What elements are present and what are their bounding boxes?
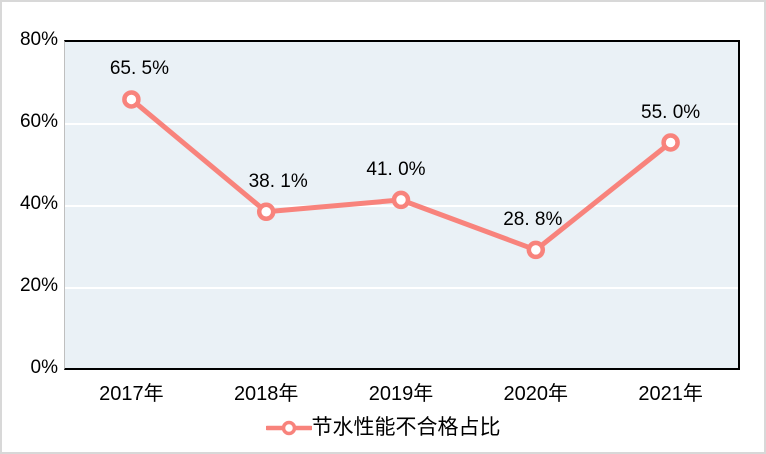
gridline-60% <box>65 123 738 125</box>
x-tick-label: 2017年 <box>99 383 164 405</box>
y-tick-label: 20% <box>19 275 58 296</box>
data-label: 28. 8% <box>503 208 563 230</box>
x-tick-label: 2021年 <box>638 383 703 405</box>
y-tick-label: 60% <box>19 111 58 132</box>
legend: 节水性能不合格占比 <box>2 415 764 441</box>
data-label: 41. 0% <box>366 158 426 180</box>
y-tick-label: 40% <box>19 193 58 214</box>
x-tick-label: 2019年 <box>368 383 434 405</box>
x-tick-label: 2020年 <box>503 383 569 405</box>
legend-label: 节水性能不合格占比 <box>311 416 501 439</box>
data-label: 65. 5% <box>109 58 169 80</box>
x-tick-label: 2018年 <box>233 383 299 405</box>
data-label: 38. 1% <box>248 170 308 192</box>
data-label: 55. 0% <box>641 101 701 123</box>
y-tick-label: 80% <box>19 29 58 50</box>
plot-area <box>64 40 740 370</box>
gridline-40% <box>65 205 738 207</box>
y-tick-label: 0% <box>30 357 58 378</box>
legend-line-marker-icon <box>265 420 312 436</box>
gridline-20% <box>65 287 738 289</box>
